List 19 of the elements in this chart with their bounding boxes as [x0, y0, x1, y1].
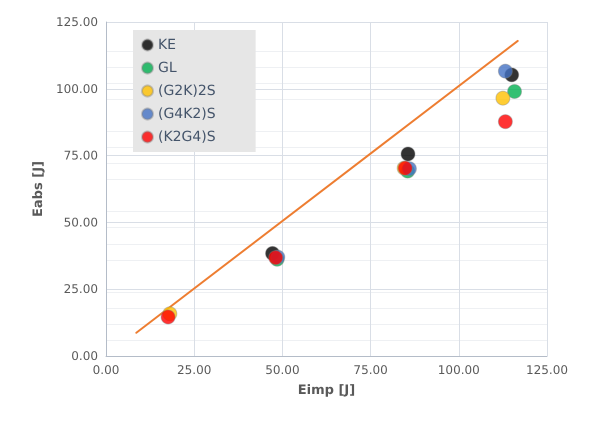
- y-tick-label: 25.00: [64, 282, 98, 296]
- x-tick-label: 25.00: [177, 363, 212, 377]
- y-tick-label: 125.00: [56, 15, 98, 29]
- y-tick-label: 75.00: [64, 148, 98, 163]
- y-tick-label: 50.00: [64, 215, 98, 230]
- x-tick-label: 100.00: [438, 363, 480, 377]
- x-axis-title: Eimp [J]: [298, 383, 356, 398]
- legend-label: (G2K)2S: [158, 83, 216, 99]
- y-tick-label: 100.00: [56, 82, 98, 96]
- legend-label: GL: [158, 60, 177, 76]
- legend-label: (G4K2)S: [158, 106, 216, 122]
- y-axis-title: Eabs [J]: [31, 161, 46, 217]
- legend-label: (K2G4)S: [158, 129, 216, 145]
- y-tick-label: 0.00: [71, 349, 98, 363]
- x-tick-label: 50.00: [265, 363, 300, 377]
- legend-label: KE: [158, 37, 176, 53]
- x-tick-label: 0.00: [92, 363, 120, 377]
- x-tick-label: 125.00: [526, 363, 568, 377]
- x-tick-label: 75.00: [353, 363, 388, 377]
